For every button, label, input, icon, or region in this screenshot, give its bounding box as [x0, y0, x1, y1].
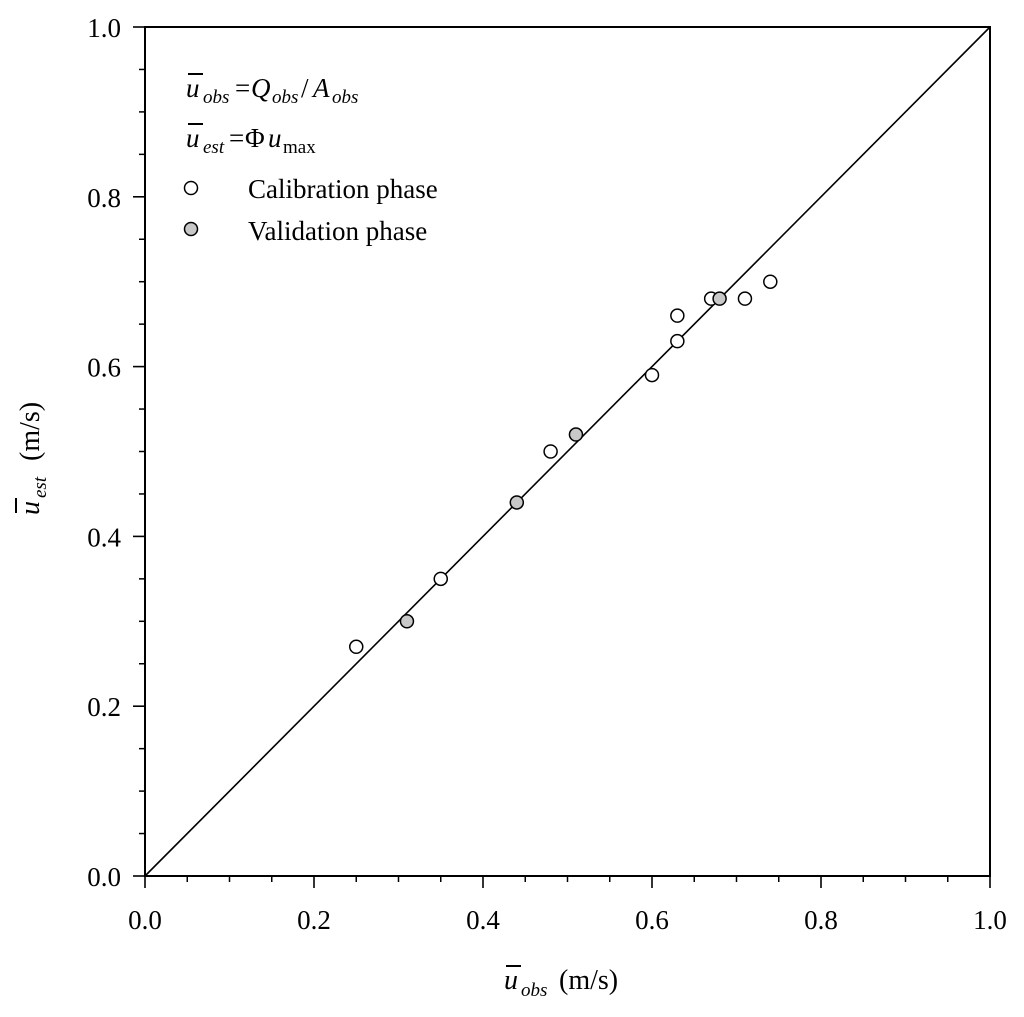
x-tick-label: 1.0: [973, 905, 1007, 935]
calibration-point: [670, 308, 685, 323]
y-tick-label: 1.0: [87, 13, 121, 43]
calibration-point: [644, 367, 660, 383]
y-axis-unit: (m/s): [15, 402, 46, 468]
eq-obs-q: Q: [251, 73, 271, 103]
y-axis-title: u est (m/s): [15, 402, 51, 515]
eq-est-equals: =: [229, 123, 244, 153]
x-tick-label: 0.0: [128, 905, 162, 935]
y-axis-sub: est: [30, 476, 51, 498]
eq-est-symbol: u: [186, 123, 200, 153]
reference-line: [144, 26, 991, 877]
eq-est-u-sub: max: [283, 137, 316, 158]
x-axis-title: u obs (m/s): [504, 965, 618, 1001]
eq-obs-a-sub: obs: [332, 87, 358, 108]
eq-obs-slash: /: [301, 73, 309, 103]
x-axis-symbol: u: [504, 965, 518, 996]
y-tick-label: 0.0: [87, 862, 121, 892]
x-tick-label: 0.6: [635, 905, 669, 935]
x-axis-unit: (m/s): [552, 965, 618, 996]
legend: u obs = Q obs / A obs u est = Φ u max Ca…: [183, 73, 438, 246]
calibration-point: [433, 571, 448, 587]
legend-label-validation: Validation phase: [248, 216, 427, 246]
y-tick-labels: 0.0 0.2 0.4 0.6 0.8 1.0: [87, 13, 121, 892]
eq-obs-a: A: [311, 73, 330, 103]
y-tick-label: 0.2: [87, 692, 121, 722]
validation-point: [399, 614, 415, 629]
x-tick-label: 0.8: [804, 905, 838, 935]
legend-marker-validation: [183, 221, 199, 237]
y-tick-label: 0.8: [87, 183, 121, 213]
equation-obs: u obs = Q obs / A obs: [186, 73, 358, 108]
validation-point: [712, 291, 727, 306]
eq-obs-lhs-sub: obs: [203, 87, 229, 108]
legend-label-calibration: Calibration phase: [248, 174, 438, 204]
x-axis-sub: obs: [521, 980, 547, 1001]
legend-marker-calibration: [183, 180, 199, 196]
calibration-point: [670, 333, 685, 349]
y-tick-label: 0.4: [87, 522, 121, 552]
eq-est-phi: Φ: [245, 123, 265, 153]
x-tick-label: 0.2: [297, 905, 331, 935]
calibration-point: [543, 444, 558, 459]
plot-frame: [144, 26, 991, 877]
calibration-point: [737, 291, 753, 306]
validation-point: [509, 495, 525, 510]
data-points: [349, 274, 778, 655]
eq-obs-symbol: u: [186, 73, 200, 103]
eq-est-u: u: [268, 123, 282, 153]
eq-obs-q-sub: obs: [272, 87, 298, 108]
major-ticks: [133, 26, 991, 888]
x-tick-label: 0.4: [466, 905, 500, 935]
calibration-point: [349, 639, 364, 655]
calibration-point: [763, 274, 778, 289]
eq-est-lhs-sub: est: [203, 137, 225, 158]
y-tick-label: 0.6: [87, 353, 121, 383]
x-tick-labels: 0.0 0.2 0.4 0.6 0.8 1.0: [128, 905, 1007, 935]
validation-point: [568, 427, 584, 442]
equation-est: u est = Φ u max: [186, 123, 316, 158]
y-axis-symbol: u: [15, 501, 46, 515]
eq-obs-equals: =: [235, 73, 250, 103]
